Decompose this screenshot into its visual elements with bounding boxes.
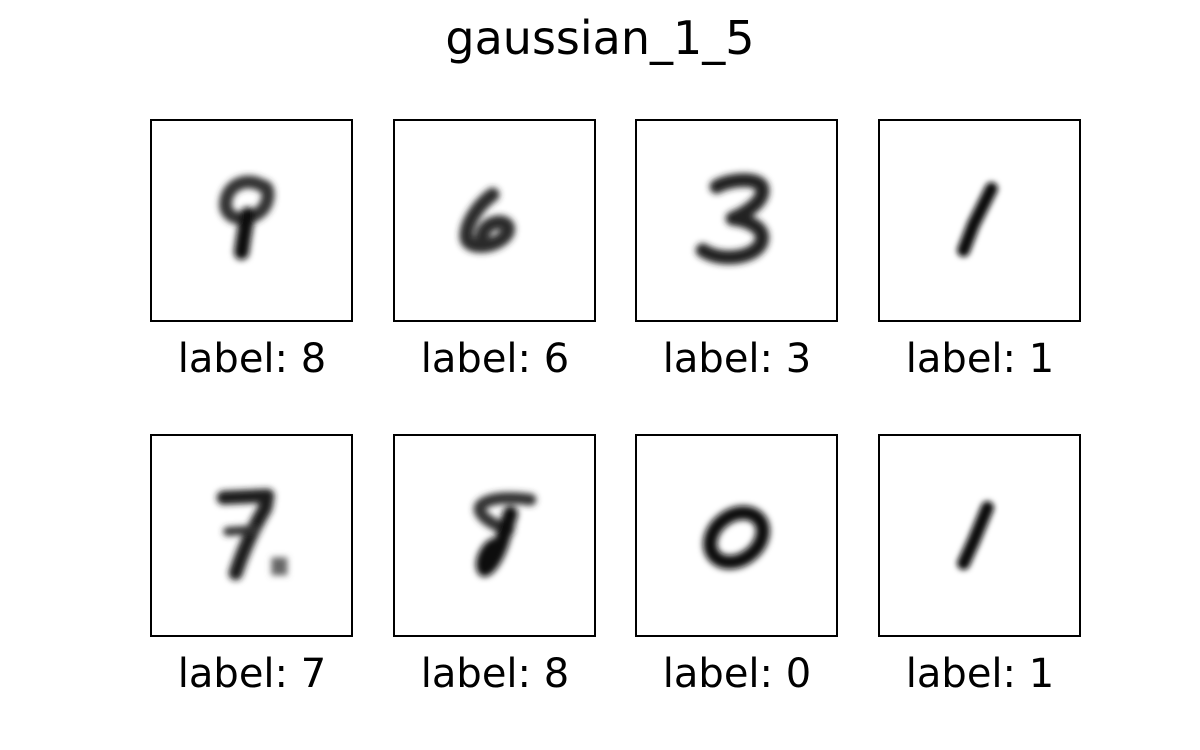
panel-label: label: 0 (662, 651, 812, 697)
panel-label: label: 8 (420, 651, 570, 697)
digit-image (393, 119, 596, 322)
digit-image (878, 119, 1081, 322)
panel-label: label: 1 (905, 651, 1055, 697)
digit-three-image (695, 173, 770, 265)
digit-one-image (957, 182, 998, 257)
digit-one-image (957, 501, 994, 570)
digit-image (635, 119, 838, 322)
digit-image (150, 119, 353, 322)
panel-label: label: 7 (177, 651, 327, 697)
digit-six-image (459, 187, 515, 253)
digit-image (150, 434, 353, 637)
panel-label: label: 3 (662, 336, 812, 382)
digit-image (878, 434, 1081, 637)
figure-title: gaussian_1_5 (445, 11, 755, 65)
digit-zero-image (703, 505, 770, 570)
panel-label: label: 8 (177, 336, 327, 382)
digit-image (635, 434, 838, 637)
panel-label: label: 1 (905, 336, 1055, 382)
digit-seven-image (216, 488, 288, 581)
panel-label: label: 6 (420, 336, 570, 382)
digit-eight-image (473, 492, 537, 577)
digit-image (393, 434, 596, 637)
digit-eight-image (219, 175, 275, 260)
